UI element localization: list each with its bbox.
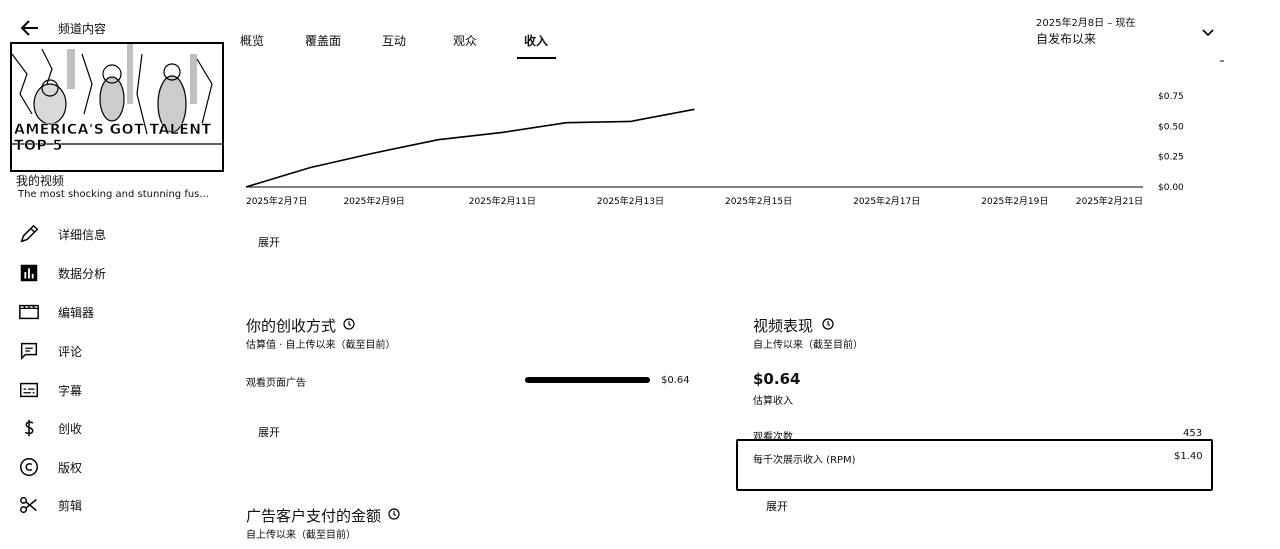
scissors-icon (20, 496, 37, 514)
y-tick-label: $0.00 (1158, 183, 1184, 193)
help-icon[interactable] (388, 508, 400, 520)
help-icon[interactable] (343, 318, 355, 330)
tab-revenue[interactable]: 收入 (524, 34, 549, 48)
active-tab-indicator (517, 57, 556, 59)
sidebar-item-subtitles[interactable]: 字幕 (0, 372, 230, 408)
sidebar-item-monetization[interactable]: 创收 (0, 410, 230, 446)
pencil-icon (20, 224, 39, 243)
revenue-label: 估算收入 (753, 396, 793, 407)
chevron-down-icon[interactable] (1200, 24, 1216, 40)
rpm-value: $1.40 (1174, 451, 1203, 462)
date-range-text[interactable]: 2025年2月8日 – 现在 (1036, 18, 1136, 29)
sidebar-item-details[interactable]: 详细信息 (0, 216, 230, 252)
sidebar-item-analytics[interactable]: 数据分析 (0, 255, 230, 291)
performance-title: 视频表现 (753, 317, 814, 335)
sidebar-item-label: 详细信息 (58, 228, 107, 242)
views-label: 观看次数 (753, 432, 793, 443)
copyright-icon (20, 458, 38, 476)
video-thumbnail[interactable]: AMERICA'S GOT TALENT TOP 5 (10, 42, 224, 172)
x-tick-label: 2025年2月7日 (246, 195, 307, 207)
revenue-value: $0.64 (753, 370, 801, 388)
y-tick-label: $0.75 (1158, 92, 1184, 102)
sidebar-item-clips[interactable]: 剪辑 (0, 487, 230, 523)
editor-icon (19, 304, 39, 320)
tab-overview[interactable]: 概览 (240, 34, 265, 48)
ad-row-value: $0.64 (661, 375, 690, 386)
tab-engagement[interactable]: 互动 (382, 34, 407, 48)
x-tick-label: 2025年2月9日 (343, 195, 404, 207)
sidebar-item-label: 版权 (58, 461, 83, 475)
sidebar-item-copyright[interactable]: 版权 (0, 449, 230, 485)
x-tick-label: 2025年2月19日 (981, 195, 1048, 207)
date-range-label[interactable]: 自发布以来 (1036, 32, 1097, 46)
help-icon[interactable] (822, 318, 834, 330)
monetization-subtitle: 估算值 · 自上传以来（截至目前） (246, 340, 396, 351)
thumbnail-image (12, 44, 222, 170)
sidebar-item-editor[interactable]: 编辑器 (0, 294, 230, 330)
ad-revenue-bar (525, 377, 650, 383)
sidebar-item-comments[interactable]: 评论 (0, 333, 230, 369)
sidebar-item-label: 剪辑 (58, 499, 83, 513)
x-tick-label: 2025年2月11日 (469, 195, 536, 207)
monetization-expand-button[interactable]: 展开 (258, 426, 280, 439)
comment-icon (20, 342, 38, 361)
dollar-icon (24, 419, 34, 437)
performance-subtitle: 自上传以来（截至目前） (753, 340, 863, 351)
revenue-line-chart: 2025年2月7日 2025年2月9日 2025年2月11日 2025年2月13日 20… (245, 92, 1184, 207)
ad-row-label: 观看页面广告 (246, 378, 306, 389)
sidebar-item-label: 评论 (58, 345, 83, 359)
sidebar-title: 频道内容 (58, 22, 107, 36)
x-tick-label: 2025年2月21日 (1076, 195, 1143, 207)
sidebar-item-label: 创收 (58, 422, 83, 436)
x-tick-label: 2025年2月15日 (725, 195, 792, 207)
rpm-label: 每千次展示收入 (RPM) (753, 455, 856, 466)
sidebar-item-label: 编辑器 (58, 306, 95, 320)
y-tick-label: $0.50 (1158, 122, 1184, 132)
back-arrow-icon[interactable] (18, 16, 42, 40)
x-tick-label: 2025年2月17日 (853, 195, 920, 207)
thumbnail-text: AMERICA'S GOT TALENT TOP 5 (14, 122, 212, 155)
sidebar-item-label: 数据分析 (58, 267, 107, 281)
rpm-highlight-box (736, 439, 1213, 491)
subtitles-icon (20, 382, 38, 398)
video-label: 我的视频 (16, 174, 65, 188)
tab-reach[interactable]: 覆盖面 (305, 34, 342, 48)
chart-expand-button[interactable]: 展开 (258, 236, 280, 249)
sidebar-item-label: 字幕 (58, 384, 83, 398)
performance-expand-button[interactable]: 展开 (766, 500, 788, 513)
tab-audience[interactable]: 观众 (453, 34, 478, 48)
ad-paid-subtitle: 自上传以来（截至目前） (246, 530, 356, 541)
revenue-series-line (245, 108, 695, 188)
views-value: 453 (1183, 428, 1203, 439)
ad-paid-title: 广告客户支付的金额 (246, 507, 382, 525)
divider (1220, 60, 1224, 62)
video-description: The most shocking and stunning fus... (18, 189, 209, 200)
x-tick-label: 2025年2月13日 (597, 195, 664, 207)
y-tick-label: $0.25 (1158, 153, 1184, 163)
analytics-icon (20, 264, 38, 282)
monetization-title: 你的创收方式 (246, 317, 337, 335)
